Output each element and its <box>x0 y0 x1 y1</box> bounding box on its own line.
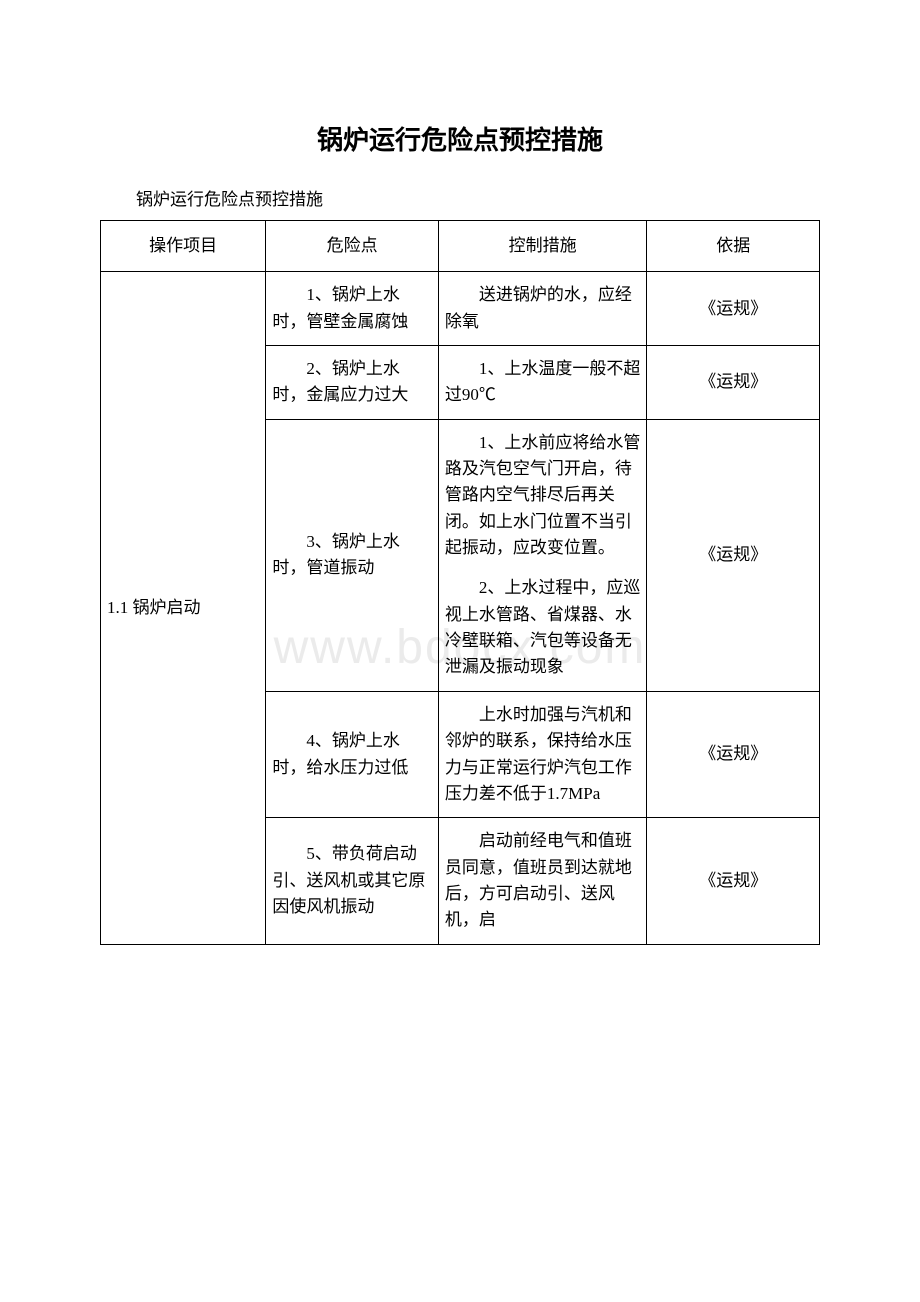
risk-cell: 3、锅炉上水时，管道振动 <box>266 419 439 691</box>
table-row: 1.1 锅炉启动 1、锅炉上水时，管壁金属腐蚀 送进锅炉的水，应经除氧 《运规》 <box>101 272 820 346</box>
risk-text: 4、锅炉上水时，给水压力过低 <box>272 728 432 781</box>
risk-cell: 5、带负荷启动引、送风机或其它原因使风机振动 <box>266 818 439 944</box>
measure-cell: 送进锅炉的水，应经除氧 <box>438 272 647 346</box>
page-content: 锅炉运行危险点预控措施 锅炉运行危险点预控措施 操作项目 危险点 控制措施 依据… <box>0 0 920 945</box>
measure-cell: 1、上水温度一般不超过90℃ <box>438 346 647 420</box>
measure-text: 上水时加强与汽机和邻炉的联系，保持给水压力与正常运行炉汽包工作压力差不低于1.7… <box>445 702 641 807</box>
operation-item: 1.1 锅炉启动 <box>107 598 201 617</box>
main-title: 锅炉运行危险点预控措施 <box>100 120 820 157</box>
risk-text: 2、锅炉上水时，金属应力过大 <box>272 356 432 409</box>
header-risk: 危险点 <box>266 221 439 272</box>
table-header-row: 操作项目 危险点 控制措施 依据 <box>101 221 820 272</box>
risk-cell: 4、锅炉上水时，给水压力过低 <box>266 691 439 817</box>
sub-title: 锅炉运行危险点预控措施 <box>100 185 820 210</box>
measure-cell: 1、上水前应将给水管路及汽包空气门开启，待管路内空气排尽后再关闭。如上水门位置不… <box>438 419 647 691</box>
header-basis: 依据 <box>647 221 820 272</box>
risk-text: 3、锅炉上水时，管道振动 <box>272 529 432 582</box>
basis-cell: 《运规》 <box>647 272 820 346</box>
basis-cell: 《运规》 <box>647 818 820 944</box>
measure-text-p2: 2、上水过程中，应巡视上水管路、省煤器、水冷壁联箱、汽包等设备无泄漏及振动现象 <box>445 575 641 680</box>
measure-text: 1、上水温度一般不超过90℃ <box>445 356 641 409</box>
header-operation: 操作项目 <box>101 221 266 272</box>
risk-text: 1、锅炉上水时，管壁金属腐蚀 <box>272 282 432 335</box>
basis-cell: 《运规》 <box>647 419 820 691</box>
measure-text: 启动前经电气和值班员同意，值班员到达就地后，方可启动引、送风机，启 <box>445 828 641 933</box>
measure-text-p1: 1、上水前应将给水管路及汽包空气门开启，待管路内空气排尽后再关闭。如上水门位置不… <box>445 430 641 562</box>
measure-cell: 启动前经电气和值班员同意，值班员到达就地后，方可启动引、送风机，启 <box>438 818 647 944</box>
risk-cell: 1、锅炉上水时，管壁金属腐蚀 <box>266 272 439 346</box>
measure-text: 送进锅炉的水，应经除氧 <box>445 282 641 335</box>
basis-cell: 《运规》 <box>647 691 820 817</box>
risk-table: 操作项目 危险点 控制措施 依据 1.1 锅炉启动 1、锅炉上水时，管壁金属腐蚀… <box>100 220 820 945</box>
basis-cell: 《运规》 <box>647 346 820 420</box>
operation-item-cell: 1.1 锅炉启动 <box>101 272 266 944</box>
risk-text: 5、带负荷启动引、送风机或其它原因使风机振动 <box>272 841 432 920</box>
measure-cell: 上水时加强与汽机和邻炉的联系，保持给水压力与正常运行炉汽包工作压力差不低于1.7… <box>438 691 647 817</box>
header-measure: 控制措施 <box>438 221 647 272</box>
risk-cell: 2、锅炉上水时，金属应力过大 <box>266 346 439 420</box>
